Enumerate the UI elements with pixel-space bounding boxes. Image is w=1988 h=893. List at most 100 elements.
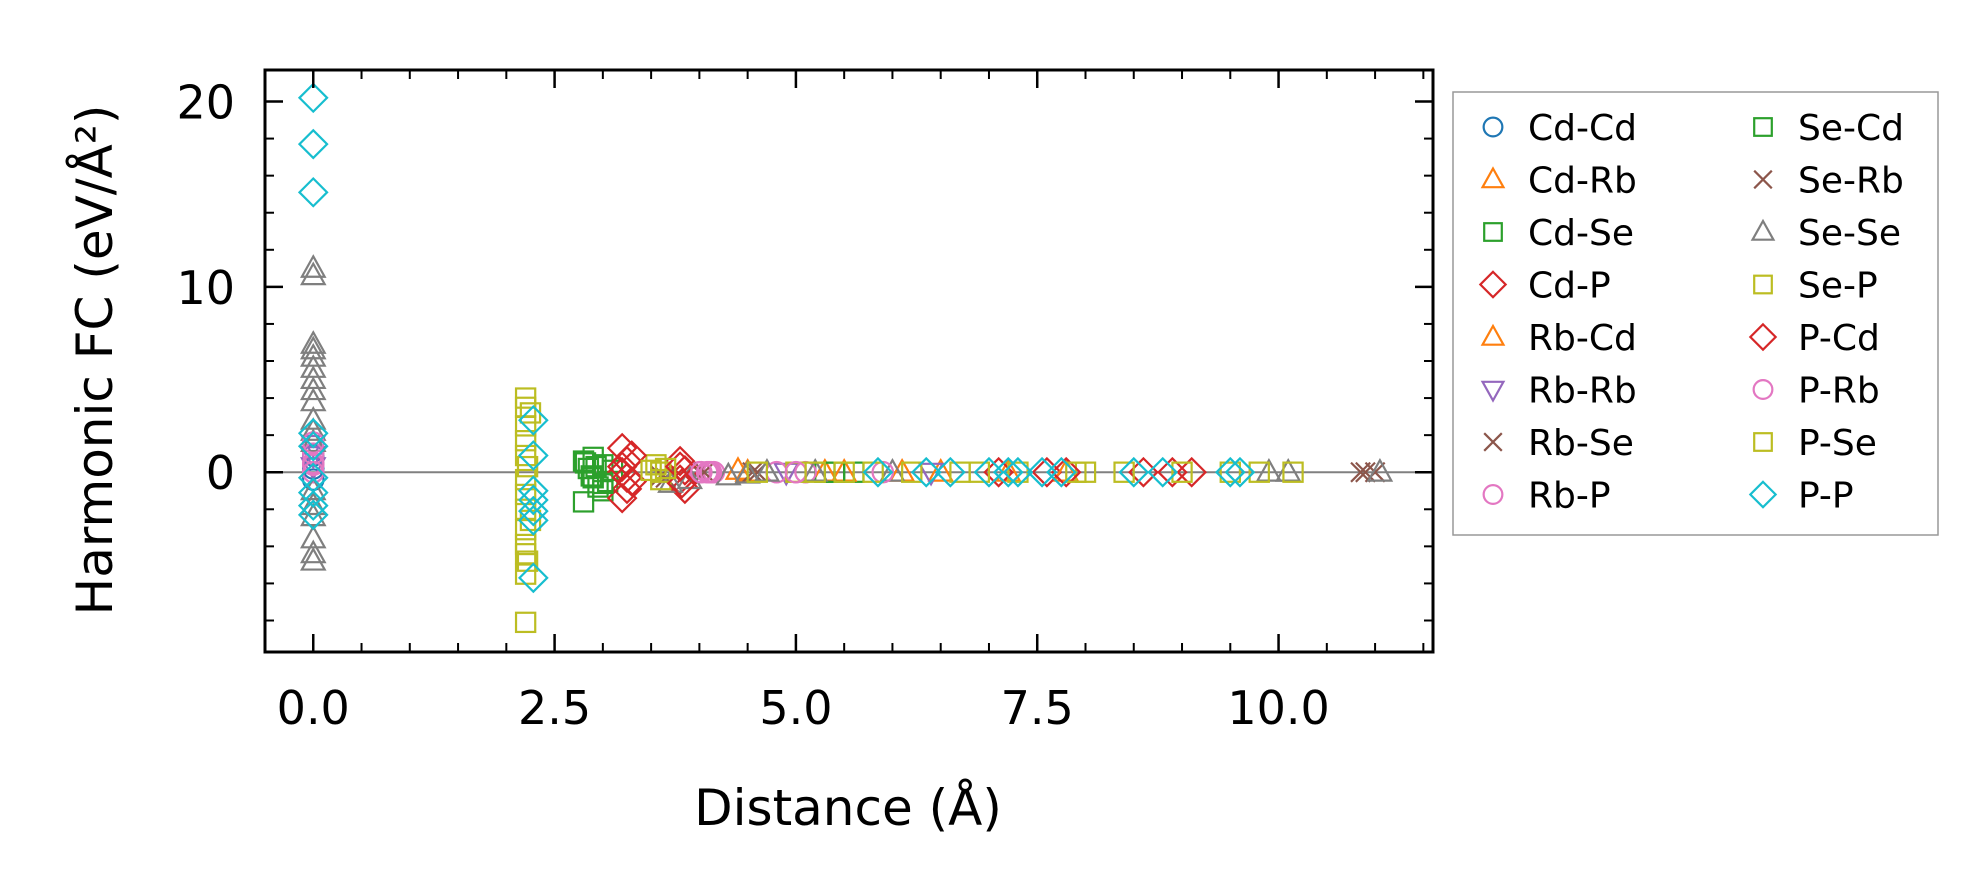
legend-label: P-Se — [1798, 423, 1877, 464]
legend-marker — [1482, 484, 1504, 505]
data-point — [299, 330, 327, 354]
data-point — [606, 451, 638, 483]
legend-label: Cd-P — [1528, 266, 1611, 307]
data-point — [1248, 461, 1270, 483]
data-point — [299, 491, 327, 516]
data-point — [934, 456, 966, 488]
data-point — [299, 254, 327, 278]
x-tick-label: 10.0 — [1227, 681, 1329, 735]
data-point — [297, 82, 329, 114]
data-point — [1157, 456, 1188, 488]
data-point — [1118, 456, 1150, 488]
x-tick-label: 0.0 — [277, 681, 350, 735]
data-point — [949, 461, 971, 483]
data-point — [514, 444, 537, 467]
legend-label: Rb-Cd — [1528, 318, 1637, 359]
legend-label: Se-Cd — [1798, 108, 1904, 149]
data-point — [1147, 456, 1179, 488]
y-tick-label: 20 — [176, 76, 235, 130]
legend-label: Se-Se — [1798, 213, 1901, 254]
data-point — [592, 472, 614, 495]
legend-label: P-P — [1798, 476, 1854, 517]
data-point — [1219, 461, 1241, 483]
legend-marker — [1748, 480, 1778, 509]
data-point — [1065, 461, 1087, 483]
data-point — [1366, 457, 1394, 482]
data-point — [517, 404, 549, 436]
data-point — [992, 456, 1024, 488]
data-point — [611, 473, 643, 505]
data-point — [611, 462, 643, 494]
data-point — [517, 562, 549, 594]
legend-label: P-Rb — [1798, 371, 1880, 412]
legend-label: Cd-Se — [1528, 213, 1634, 254]
legend-label: Rb-Se — [1528, 423, 1634, 464]
data-point — [1350, 461, 1371, 483]
data-point — [572, 491, 595, 513]
data-point — [1046, 456, 1077, 488]
legend-label: Se-P — [1798, 266, 1878, 307]
series-p-p — [297, 82, 1256, 594]
data-point — [910, 456, 942, 488]
data-point — [297, 430, 329, 462]
data-point — [901, 461, 923, 483]
legend-label: Cd-Rb — [1528, 161, 1637, 202]
legend-label: Rb-P — [1528, 476, 1611, 517]
legend-marker — [1480, 323, 1506, 346]
data-point — [862, 456, 894, 488]
data-point — [664, 451, 696, 483]
data-point — [517, 484, 549, 516]
data-point — [514, 611, 537, 634]
data-point — [927, 457, 954, 482]
data-point — [297, 499, 329, 531]
legend-marker — [1752, 379, 1774, 400]
y-axis-title: Harmonic FC (eV/Å²) — [66, 105, 124, 616]
data-point — [1224, 456, 1256, 488]
data-point — [1002, 456, 1034, 488]
data-point — [517, 440, 549, 471]
data-point — [654, 457, 677, 480]
data-point — [514, 543, 537, 565]
legend-marker — [1478, 270, 1508, 299]
data-point — [879, 457, 906, 482]
legend-box — [1452, 91, 1939, 536]
data-point — [514, 415, 537, 437]
data-point — [585, 455, 607, 478]
data-point — [801, 457, 829, 482]
legend-label: P-Cd — [1798, 318, 1880, 359]
data-point — [517, 505, 549, 536]
data-point — [299, 261, 327, 286]
data-point — [1171, 461, 1193, 483]
data-point — [297, 477, 329, 508]
legend-marker — [1753, 274, 1773, 295]
data-point — [301, 453, 325, 477]
data-point — [299, 476, 327, 501]
data-point — [699, 460, 723, 484]
data-point — [299, 539, 327, 564]
data-point — [1113, 461, 1135, 483]
legend-label: Rb-Rb — [1528, 371, 1637, 412]
data-point — [833, 461, 855, 483]
data-point — [690, 460, 713, 484]
data-point — [517, 495, 549, 527]
data-point — [664, 445, 696, 477]
legend-marker — [1483, 222, 1503, 242]
data-point — [1355, 461, 1376, 483]
data-point — [804, 461, 826, 483]
legend-marker — [1753, 169, 1773, 190]
y-tick-label: 10 — [176, 261, 235, 315]
legend-label: Se-Rb — [1798, 161, 1904, 202]
data-point — [297, 417, 329, 449]
legend-marker — [1753, 432, 1773, 452]
x-tick-label: 2.5 — [518, 681, 591, 735]
data-point — [1050, 456, 1082, 488]
legend-marker — [1480, 380, 1506, 403]
data-point — [299, 546, 327, 571]
data-point — [1282, 461, 1304, 483]
x-axis-title: Distance (Å) — [694, 779, 1002, 837]
data-point — [297, 176, 329, 208]
legend-marker — [1753, 117, 1773, 137]
legend-marker — [1748, 322, 1778, 352]
data-point — [297, 490, 329, 521]
